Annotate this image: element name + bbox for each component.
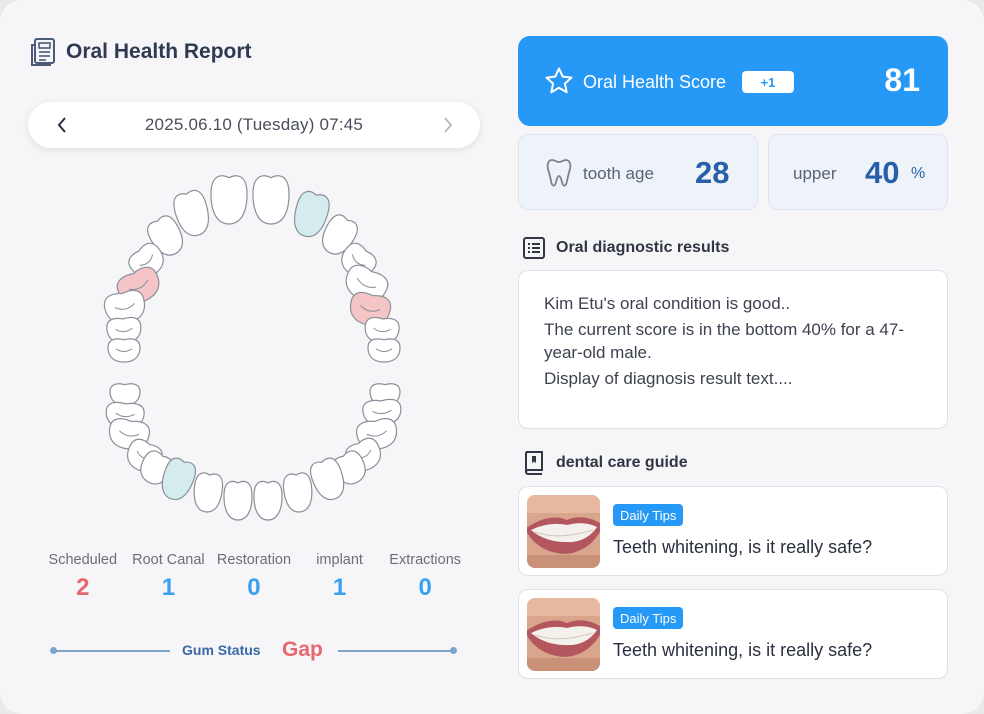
- tooth[interactable]: [364, 316, 400, 344]
- gum-line-left: [54, 650, 170, 652]
- smile-thumbnail: [527, 495, 600, 568]
- tooth[interactable]: [316, 211, 361, 259]
- diagnosis-header: Oral diagnostic results: [522, 236, 729, 260]
- score-label: Oral Health Score: [583, 72, 727, 92]
- tooth[interactable]: [282, 472, 314, 513]
- stat-value: 1: [332, 574, 347, 601]
- tooth[interactable]: [171, 188, 214, 239]
- tooth[interactable]: [253, 480, 283, 521]
- score-change-badge: +1: [742, 71, 794, 93]
- guide-article-card[interactable]: Daily Tips Teeth whitening, is it really…: [518, 589, 948, 679]
- stat-label: Restoration: [216, 552, 292, 568]
- teeth-chart: [103, 175, 402, 521]
- tooth[interactable]: [157, 456, 199, 504]
- smile-thumbnail: [527, 598, 600, 671]
- guide-article-card[interactable]: Daily Tips Teeth whitening, is it really…: [518, 486, 948, 576]
- book-icon: [525, 451, 543, 475]
- tooth[interactable]: [347, 290, 393, 328]
- oral-health-score-card[interactable]: Oral Health Score +1 81: [518, 36, 948, 126]
- gum-status: Gum Status Gap: [50, 636, 460, 666]
- tooth[interactable]: [109, 383, 141, 406]
- tooth[interactable]: [307, 456, 349, 504]
- care-guide-header: dental care guide: [522, 450, 688, 476]
- stat-label: Extractions: [389, 552, 462, 568]
- gum-line-endpoint: [450, 647, 457, 654]
- care-guide-title: dental care guide: [556, 454, 688, 471]
- upper-percent-card: upper 40 %: [768, 134, 948, 210]
- upper-label: upper: [793, 164, 837, 183]
- guide-tag: Daily Tips: [613, 504, 684, 526]
- tooth-age-card: tooth age 28: [518, 134, 758, 210]
- stat-label: implant: [316, 552, 363, 568]
- tooth[interactable]: [367, 338, 401, 363]
- tooth-age-value: 28: [695, 155, 730, 190]
- tooth[interactable]: [340, 261, 391, 307]
- stat-value: 2: [76, 574, 90, 601]
- diagnosis-title: Oral diagnostic results: [556, 239, 730, 256]
- diagnosis-line: Display of diagnosis result text....: [544, 369, 793, 388]
- tooth-age-label: tooth age: [583, 164, 654, 183]
- date-selector: 2025.06.10 (Tuesday) 07:45: [28, 102, 480, 148]
- upper-unit: %: [911, 165, 926, 182]
- guide-article-title: Teeth whitening, is it really safe?: [613, 640, 873, 660]
- tooth[interactable]: [252, 175, 290, 225]
- diagnosis-line: Kim Etu's oral condition is good..: [544, 294, 791, 313]
- header: Oral Health Report: [30, 36, 252, 68]
- stat-label: Scheduled: [48, 552, 118, 568]
- prev-date-button[interactable]: [40, 102, 84, 148]
- gum-status-label: Gum Status: [182, 642, 261, 658]
- page-title: Oral Health Report: [66, 40, 252, 63]
- guide-tag: Daily Tips: [613, 607, 684, 629]
- stat-implant: implant 1: [297, 552, 383, 602]
- date-label: 2025.06.10 (Tuesday) 07:45: [144, 115, 364, 134]
- list-icon: [523, 237, 545, 259]
- stat-value: 0: [418, 574, 432, 601]
- upper-value: 40: [865, 155, 900, 190]
- diagnosis-line: The current score is in the bottom 40% f…: [544, 320, 905, 362]
- stat-restoration: Restoration 0: [211, 552, 297, 602]
- tooth[interactable]: [210, 175, 248, 225]
- treatment-stats: Scheduled 2 Root Canal 1 Restoration 0 implant…: [40, 552, 468, 602]
- stat-root-canal: Root Canal 1: [126, 552, 212, 602]
- tooth[interactable]: [289, 189, 332, 240]
- report-icon: [31, 38, 55, 66]
- gum-line-endpoint: [50, 647, 57, 654]
- gum-line-right: [338, 650, 454, 652]
- chevron-left-icon: [57, 117, 66, 133]
- stat-value: 0: [247, 574, 261, 601]
- tooth[interactable]: [223, 480, 253, 521]
- tooth-icon: [546, 159, 572, 187]
- tooth[interactable]: [107, 338, 141, 363]
- star-icon: [545, 67, 573, 94]
- diagnosis-text-box: Kim Etu's oral condition is good.. The c…: [518, 270, 948, 429]
- score-value: 81: [884, 62, 920, 98]
- stat-value: 1: [161, 574, 176, 601]
- guide-article-title: Teeth whitening, is it really safe?: [613, 537, 873, 557]
- stat-extractions: Extractions 0: [382, 552, 468, 602]
- stat-scheduled: Scheduled 2: [40, 552, 126, 602]
- next-date-button[interactable]: [426, 102, 470, 148]
- chevron-right-icon: [444, 117, 453, 133]
- stat-label: Root Canal: [132, 552, 205, 568]
- tooth[interactable]: [192, 472, 224, 513]
- gum-status-value: Gap: [282, 638, 323, 661]
